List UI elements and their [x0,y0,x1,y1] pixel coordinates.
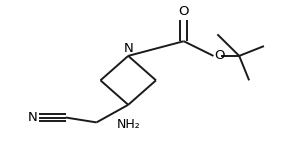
Text: O: O [178,5,189,18]
Text: N: N [123,42,133,55]
Text: NH₂: NH₂ [116,119,140,132]
Text: O: O [214,49,225,62]
Text: N: N [27,111,37,124]
